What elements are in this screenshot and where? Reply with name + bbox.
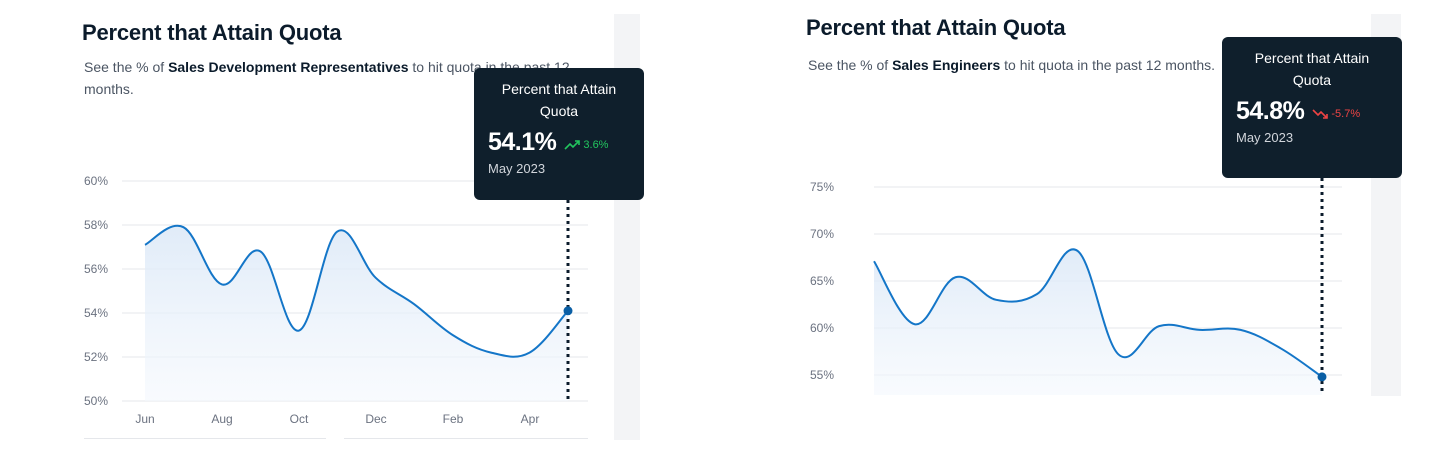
y-tick-label: 52% [84,350,108,364]
chart-panel-sdr: Percent that Attain Quota See the % of S… [0,0,645,456]
data-point[interactable] [993,297,999,303]
y-tick-label: 75% [810,180,834,194]
trend-down-icon [1312,109,1329,119]
chart-title: Percent that Attain Quota [82,20,342,45]
data-point[interactable] [296,328,302,334]
x-tick-label: Feb [443,412,464,426]
chart-tooltip: Percent that Attain Quota 54.8% -5.7% Ma… [1222,37,1402,178]
data-point[interactable] [1197,327,1203,333]
data-point[interactable] [1034,291,1040,297]
y-tick-label: 54% [84,306,108,320]
area-fill [145,225,568,401]
data-point[interactable] [180,224,186,230]
tooltip-title: Percent that Attain Quota [501,81,617,119]
series-line [873,248,1323,378]
data-point[interactable] [1238,327,1244,333]
y-tick-label: 70% [810,227,834,241]
y-tick-label: 56% [84,262,108,276]
subtitle-prefix: See the % of [84,59,169,75]
x-tick-label: Jun [135,412,154,426]
data-point[interactable] [488,350,494,356]
area-fill [874,249,1322,395]
data-point[interactable] [411,301,417,307]
highlighted-point[interactable] [563,306,573,316]
chart-tooltip: Percent that Attain Quota 54.1% 3.6% May… [474,68,644,200]
data-point[interactable] [142,242,148,248]
data-point[interactable] [257,248,263,254]
subtitle-role: Sales Development Representatives [168,59,409,75]
chart-subtitle: See the % of Sales Engineers to hit quot… [808,54,1278,76]
data-point[interactable] [952,274,958,280]
line-chart-sdr[interactable]: 50% 52% 54% 56% 58% 60% Jun Aug Oct Dec Feb Apr [0,0,645,456]
y-tick-label: 50% [84,394,108,408]
y-tick-label: 60% [84,174,108,188]
data-point[interactable] [1075,248,1081,254]
chart-title: Percent that Attain Quota [806,15,1066,40]
line-chart-se[interactable]: 55% 60% 65% 70% 75% [728,0,1456,456]
x-tick-label: Dec [365,412,386,426]
subtitle-role: Sales Engineers [892,57,1001,73]
tooltip-value: 54.1% [488,128,557,156]
y-tick-label: 60% [810,321,834,335]
tooltip-date: May 2023 [1236,130,1294,145]
subtitle-suffix: to hit quota in the past 12 months. [1000,57,1216,73]
data-point[interactable] [450,332,456,338]
tooltip-change: -5.7% [1312,108,1360,120]
tooltip-change-value: 3.6% [583,139,609,151]
chart-panel-se: Percent that Attain Quota See the % of S… [728,0,1456,456]
data-point[interactable] [527,350,533,356]
trend-up-icon [564,140,581,150]
highlighted-point[interactable] [1317,372,1327,382]
series-line [144,224,569,358]
y-tick-label: 58% [84,218,108,232]
data-point[interactable] [1278,346,1284,352]
data-point[interactable] [912,321,918,327]
chart-bottom-rule [344,438,588,439]
y-tick-label: 55% [810,368,834,382]
x-tick-label: Aug [211,412,232,426]
chart-bottom-rule [84,438,326,439]
tooltip-title: Percent that Attain Quota [1254,50,1370,88]
tooltip-change-value: -5.7% [1331,108,1361,120]
tooltip-value: 54.8% [1236,97,1305,125]
data-point[interactable] [219,281,225,287]
x-tick-label: Apr [521,412,540,426]
data-point[interactable] [1115,351,1121,357]
chart-subtitle: See the % of Sales Development Represent… [84,56,584,100]
data-point[interactable] [1156,323,1162,329]
data-point[interactable] [334,229,340,235]
x-tick-label: Oct [290,412,309,426]
data-point[interactable] [373,275,379,281]
tooltip-date: May 2023 [488,161,546,176]
subtitle-prefix: See the % of [808,57,893,73]
tooltip-change: 3.6% [564,139,608,151]
y-tick-label: 65% [810,274,834,288]
data-point[interactable] [871,258,877,264]
